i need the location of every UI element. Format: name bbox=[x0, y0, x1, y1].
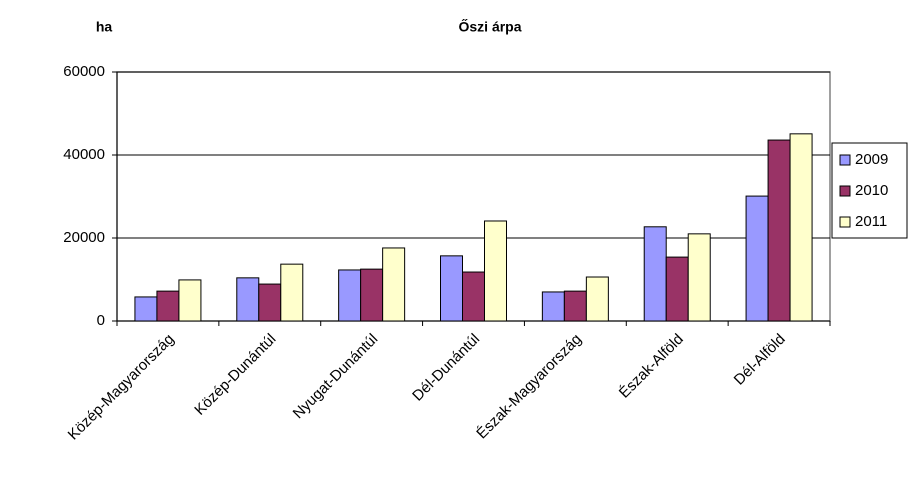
bar bbox=[484, 220, 507, 322]
legend-label: 2010 bbox=[855, 182, 888, 199]
x-tick-label: Közép-Dunántúl bbox=[191, 331, 279, 419]
x-tick-label: Közép-Magyarország bbox=[65, 331, 178, 444]
y-tick-label: 20000 bbox=[63, 229, 105, 246]
legend-label: 2009 bbox=[855, 151, 888, 168]
bar bbox=[643, 226, 667, 322]
bar bbox=[563, 290, 587, 322]
bar bbox=[462, 271, 485, 322]
bar bbox=[360, 268, 384, 322]
chart-title: Őszi árpa bbox=[458, 18, 521, 35]
x-tick-label: Dél-Dunántúl bbox=[409, 331, 483, 405]
bar bbox=[280, 263, 304, 322]
bar bbox=[789, 133, 813, 322]
bar bbox=[665, 256, 689, 322]
bar bbox=[745, 195, 769, 322]
y-tick-label: 40000 bbox=[63, 146, 105, 163]
legend-swatch bbox=[839, 216, 851, 228]
bar bbox=[338, 269, 362, 322]
bar bbox=[585, 276, 609, 322]
x-tick-label: Nyugat-Dunántúl bbox=[290, 331, 382, 423]
bar bbox=[541, 291, 565, 322]
bar bbox=[767, 139, 791, 322]
x-tick-label: Dél-Alföld bbox=[731, 331, 789, 389]
bar bbox=[258, 283, 282, 322]
legend-label: 2011 bbox=[855, 213, 887, 230]
y-tick-label: 60000 bbox=[63, 63, 105, 80]
y-axis-label: ha bbox=[96, 19, 113, 35]
y-tick-label: 0 bbox=[97, 312, 105, 329]
x-tick-label: Észak-Magyarország bbox=[473, 331, 585, 443]
bar bbox=[156, 290, 180, 322]
bar bbox=[178, 279, 202, 322]
legend-swatch bbox=[839, 154, 851, 166]
legend-swatch bbox=[839, 185, 851, 197]
x-tick-label: Észak-Alföld bbox=[616, 331, 687, 402]
bar bbox=[440, 255, 463, 322]
bar bbox=[687, 233, 711, 322]
bar bbox=[382, 247, 406, 322]
bar bbox=[134, 296, 158, 322]
bar bbox=[236, 277, 260, 322]
